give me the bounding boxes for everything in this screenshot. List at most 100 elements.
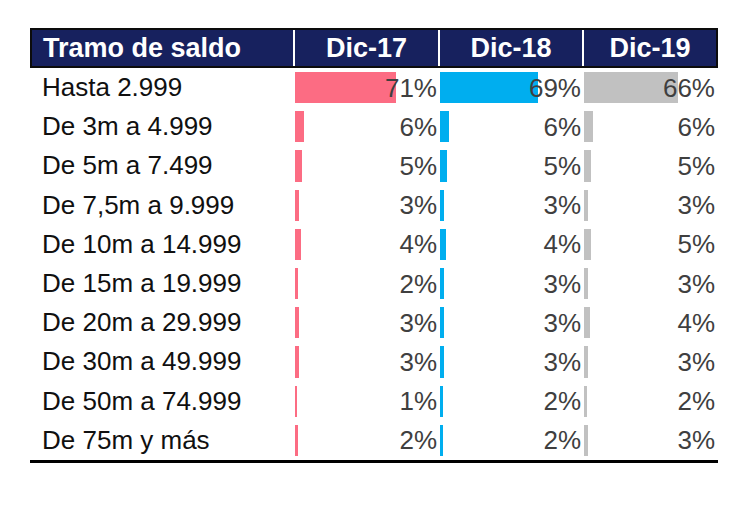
cell-dic-18: 3%	[440, 303, 584, 342]
databar-dic17	[295, 307, 299, 338]
databar-dic19	[584, 150, 591, 181]
balance-tranche-table: Tramo de saldo Dic-17 Dic-18 Dic-19 Hast…	[30, 28, 718, 463]
row-label: De 75m y más	[30, 421, 295, 460]
table-row: De 50m a 74.999 1% 2% 2%	[30, 382, 718, 421]
cell-dic-18: 6%	[440, 107, 584, 146]
cell-dic-18: 4%	[440, 225, 584, 264]
value-label: 66%	[663, 72, 715, 103]
value-label: 3%	[677, 346, 715, 377]
databar-dic17	[295, 150, 302, 181]
value-label: 5%	[677, 150, 715, 181]
value-label: 4%	[399, 229, 437, 260]
row-label: De 10m a 14.999	[30, 225, 295, 264]
value-label: 2%	[399, 425, 437, 456]
value-label: 4%	[543, 229, 581, 260]
table-row: De 20m a 29.999 3% 3% 4%	[30, 303, 718, 342]
value-label: 1%	[399, 386, 437, 417]
cell-dic-17: 6%	[295, 107, 440, 146]
row-label: De 50m a 74.999	[30, 382, 295, 421]
row-label: De 20m a 29.999	[30, 303, 295, 342]
databar-dic18	[440, 229, 446, 260]
value-label: 5%	[399, 150, 437, 181]
databar-dic17	[295, 386, 297, 417]
cell-dic-17: 3%	[295, 186, 440, 225]
value-label: 2%	[399, 268, 437, 299]
table-body: Hasta 2.999 71% 69% 66% De 3m a 4.999 6%…	[30, 68, 718, 463]
databar-dic19	[584, 425, 588, 456]
databar-dic19	[584, 307, 590, 338]
value-label: 3%	[677, 268, 715, 299]
row-label: De 5m a 7.499	[30, 146, 295, 185]
cell-dic-18: 3%	[440, 264, 584, 303]
cell-dic-19: 3%	[584, 421, 718, 460]
cell-dic-19: 3%	[584, 186, 718, 225]
cell-dic-19: 2%	[584, 382, 718, 421]
value-label: 2%	[677, 386, 715, 417]
value-label: 71%	[385, 72, 437, 103]
databar-dic19	[584, 346, 588, 377]
value-label: 3%	[543, 307, 581, 338]
databar-dic19	[584, 190, 588, 221]
value-label: 3%	[543, 346, 581, 377]
cell-dic-18: 69%	[440, 68, 584, 107]
cell-dic-17: 3%	[295, 342, 440, 381]
table-row: De 3m a 4.999 6% 6% 6%	[30, 107, 718, 146]
cell-dic-17: 2%	[295, 264, 440, 303]
value-label: 2%	[543, 425, 581, 456]
cell-dic-19: 66%	[584, 68, 718, 107]
value-label: 3%	[677, 190, 715, 221]
value-label: 3%	[677, 425, 715, 456]
cell-dic-18: 2%	[440, 421, 584, 460]
page: Tramo de saldo Dic-17 Dic-18 Dic-19 Hast…	[0, 0, 748, 508]
cell-dic-19: 6%	[584, 107, 718, 146]
header-cell-dic-18: Dic-18	[438, 30, 582, 66]
databar-dic18	[440, 190, 444, 221]
databar-dic18	[440, 425, 443, 456]
databar-dic18	[440, 111, 449, 142]
cell-dic-19: 3%	[584, 264, 718, 303]
cell-dic-17: 1%	[295, 382, 440, 421]
table-row: De 7,5m a 9.999 3% 3% 3%	[30, 186, 718, 225]
row-label: De 7,5m a 9.999	[30, 186, 295, 225]
table-row: De 10m a 14.999 4% 4% 5%	[30, 225, 718, 264]
table-header-row: Tramo de saldo Dic-17 Dic-18 Dic-19	[30, 28, 718, 68]
table-row: De 75m y más 2% 2% 3%	[30, 421, 718, 460]
databar-dic17	[295, 190, 299, 221]
value-label: 3%	[399, 190, 437, 221]
value-label: 3%	[543, 190, 581, 221]
value-label: 5%	[677, 229, 715, 260]
cell-dic-19: 5%	[584, 225, 718, 264]
value-label: 4%	[677, 307, 715, 338]
databar-dic18	[440, 386, 443, 417]
value-label: 3%	[543, 268, 581, 299]
cell-dic-18: 5%	[440, 146, 584, 185]
cell-dic-18: 3%	[440, 342, 584, 381]
value-label: 69%	[529, 72, 581, 103]
table-row: Hasta 2.999 71% 69% 66%	[30, 68, 718, 107]
cell-dic-17: 2%	[295, 421, 440, 460]
table-row: De 5m a 7.499 5% 5% 5%	[30, 146, 718, 185]
row-label: De 30m a 49.999	[30, 342, 295, 381]
header-cell-tramo-de-saldo: Tramo de saldo	[32, 30, 293, 66]
databar-dic17	[295, 268, 298, 299]
row-label: De 3m a 4.999	[30, 107, 295, 146]
value-label: 3%	[399, 307, 437, 338]
row-label: Hasta 2.999	[30, 68, 295, 107]
cell-dic-19: 5%	[584, 146, 718, 185]
cell-dic-17: 3%	[295, 303, 440, 342]
value-label: 6%	[677, 111, 715, 142]
databar-dic17	[295, 229, 301, 260]
value-label: 6%	[399, 111, 437, 142]
value-label: 6%	[543, 111, 581, 142]
databar-dic18	[440, 268, 444, 299]
header-cell-dic-19: Dic-19	[582, 30, 716, 66]
databar-dic18	[440, 72, 538, 103]
databar-dic19	[584, 268, 588, 299]
cell-dic-17: 4%	[295, 225, 440, 264]
cell-dic-18: 3%	[440, 186, 584, 225]
databar-dic18	[440, 150, 447, 181]
databar-dic18	[440, 346, 444, 377]
databar-dic18	[440, 307, 444, 338]
table-row: De 15m a 19.999 2% 3% 3%	[30, 264, 718, 303]
databar-dic17	[295, 425, 298, 456]
